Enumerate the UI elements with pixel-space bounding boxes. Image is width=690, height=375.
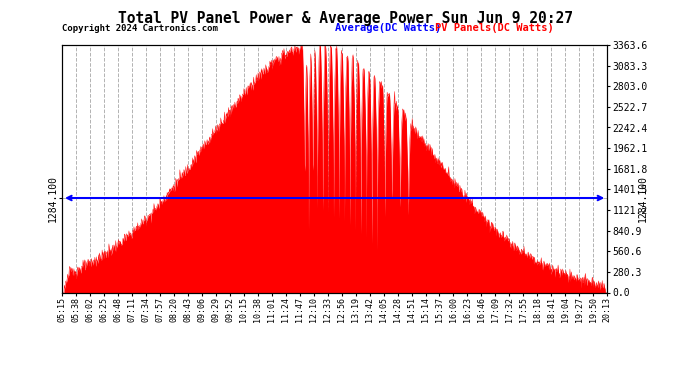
Text: Copyright 2024 Cartronics.com: Copyright 2024 Cartronics.com (62, 24, 218, 33)
Text: Average(DC Watts): Average(DC Watts) (335, 23, 441, 33)
Text: PV Panels(DC Watts): PV Panels(DC Watts) (435, 23, 554, 33)
Text: 1284.100: 1284.100 (638, 174, 648, 222)
Text: Total PV Panel Power & Average Power Sun Jun 9 20:27: Total PV Panel Power & Average Power Sun… (117, 11, 573, 26)
